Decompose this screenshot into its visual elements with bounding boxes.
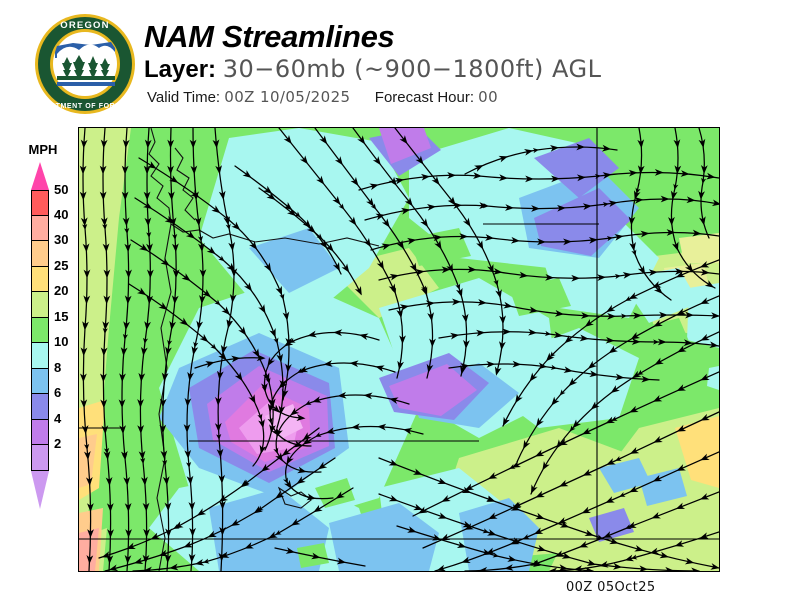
forecast-hour-label: Forecast Hour: bbox=[374, 89, 474, 106]
colorbar-under-cap bbox=[31, 470, 49, 509]
colorbar-tick-30: 30 bbox=[54, 232, 69, 247]
colorbar-legend: MPH 50 40 30 25 20 15 10 8 6 4 2 bbox=[0, 130, 78, 550]
colorbar-segment-20: 20 bbox=[31, 283, 68, 318]
colorbar-segment-50: 50 bbox=[31, 182, 68, 216]
svg-text:OREGON: OREGON bbox=[60, 20, 109, 31]
colorbar-tick-25: 25 bbox=[54, 257, 69, 273]
colorbar-tick-4: 4 bbox=[54, 410, 62, 426]
colorbar-body: 50 40 30 25 20 15 10 8 6 4 2 bbox=[31, 162, 68, 509]
colorbar-tick-2: 2 bbox=[54, 436, 62, 451]
colorbar-tick-40: 40 bbox=[54, 206, 69, 222]
oregon-dept-forestry-logo: OREGON DEPARTMENT OF FORESTRY bbox=[33, 12, 137, 116]
forecast-hour-value: 00 bbox=[478, 88, 499, 106]
colorbar-segment-30: 30 bbox=[31, 232, 68, 267]
colorbar-segment-10: 10 bbox=[31, 334, 68, 369]
streamline-arrowheads bbox=[79, 135, 719, 571]
valid-time-value: 00Z 10/05/2025 bbox=[224, 88, 351, 106]
colorbar-tick-6: 6 bbox=[54, 385, 62, 400]
valid-time-line: Valid Time: 00Z 10/05/2025 Forecast Hour… bbox=[147, 88, 498, 106]
colorbar-segment-6: 6 bbox=[31, 385, 61, 420]
map-frame[interactable] bbox=[78, 127, 720, 572]
layer-label: Layer: bbox=[144, 56, 217, 83]
nam-streamlines-map[interactable] bbox=[79, 128, 719, 571]
colorbar-segment-40: 40 bbox=[31, 207, 68, 241]
colorbar-segment-2: 2 bbox=[31, 436, 61, 471]
colorbar-tick-50: 50 bbox=[54, 182, 69, 197]
colorbar-segment-4: 4 bbox=[31, 411, 61, 445]
layer-value: 30−60mb (~900−1800ft) AGL bbox=[222, 55, 602, 83]
colorbar-segment-15: 15 bbox=[31, 309, 68, 343]
layer-line: Layer: 30−60mb (~900−1800ft) AGL bbox=[144, 56, 602, 83]
map-timestamp: 00Z 05Oct25 bbox=[566, 580, 656, 595]
colorbar-over-cap bbox=[31, 162, 49, 190]
colorbar-tick-10: 10 bbox=[54, 334, 69, 349]
header: OREGON DEPARTMENT OF FORESTRY NAM Stream… bbox=[0, 0, 800, 122]
colorbar-tick-15: 15 bbox=[54, 308, 69, 324]
colorbar-tick-20: 20 bbox=[54, 283, 69, 298]
colorbar-segment-25: 25 bbox=[31, 258, 68, 292]
colorbar-segment-8: 8 bbox=[31, 360, 61, 394]
page-title: NAM Streamlines bbox=[144, 19, 395, 54]
valid-time-label: Valid Time: bbox=[147, 89, 221, 106]
colorbar-tick-8: 8 bbox=[54, 359, 62, 375]
svg-text:DEPARTMENT OF FORESTRY: DEPARTMENT OF FORESTRY bbox=[33, 103, 137, 110]
colorbar-title: MPH bbox=[28, 142, 58, 157]
